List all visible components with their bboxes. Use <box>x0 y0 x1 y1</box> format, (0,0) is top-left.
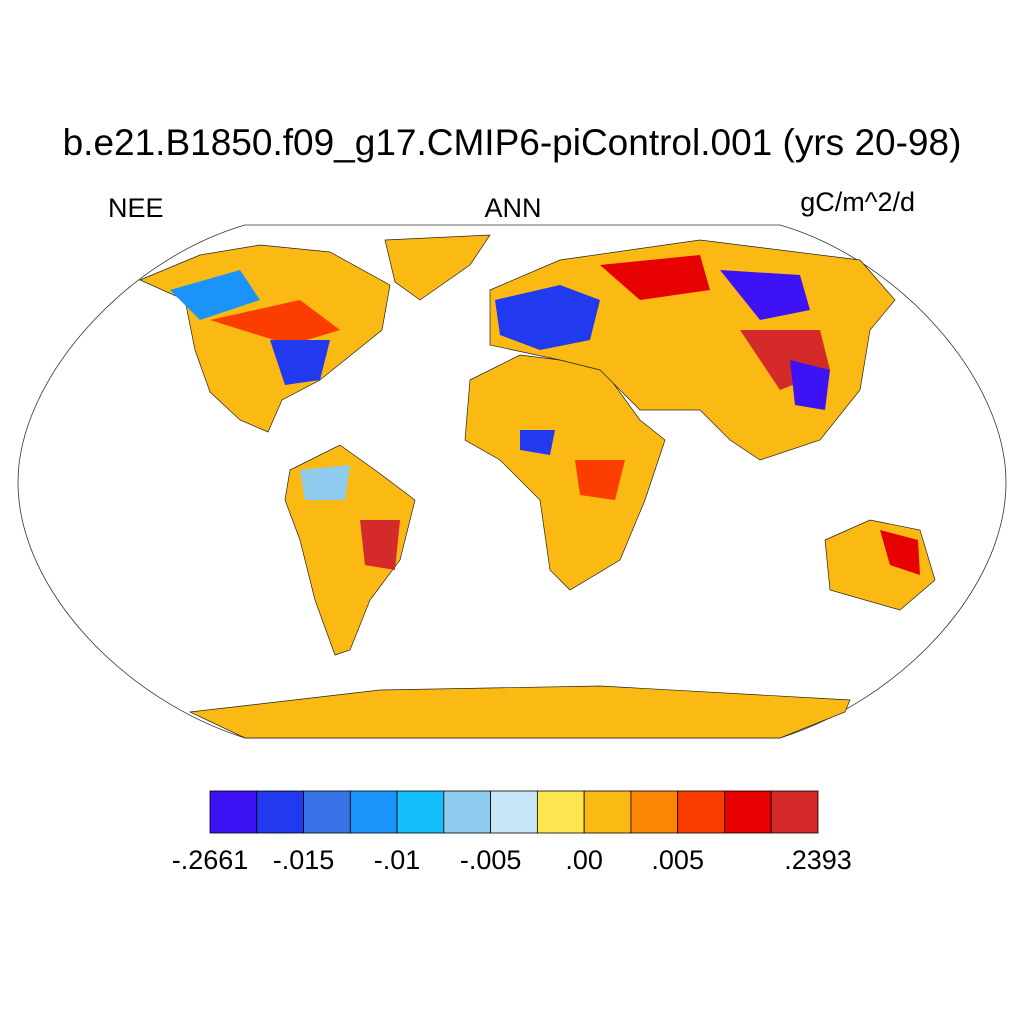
colorbar-box <box>349 790 398 834</box>
map <box>17 224 1007 739</box>
colorbar-box <box>490 790 538 834</box>
flux-patches <box>170 255 920 575</box>
colorbar-label: .2393 <box>784 845 852 875</box>
antarctica <box>188 685 851 739</box>
colorbar-box <box>209 790 258 834</box>
colorbar-box <box>583 790 632 834</box>
colorbar-label: -.01 <box>374 845 421 875</box>
colorbar-label: -.015 <box>273 845 335 875</box>
colorbar-box <box>443 790 492 834</box>
colorbar-box <box>256 790 304 834</box>
colorbar-box <box>303 790 351 834</box>
units-label: gC/m^2/d <box>800 187 915 217</box>
colorbar-box <box>396 790 445 834</box>
colorbar-box <box>630 790 679 834</box>
colorbar-label: .005 <box>651 845 704 875</box>
colorbar-box <box>677 790 725 834</box>
colorbar-box <box>770 790 819 834</box>
colorbar-box <box>536 790 585 834</box>
colorbar-label: -.2661 <box>172 845 249 875</box>
colorbar-label: .00 <box>565 845 603 875</box>
greenland <box>384 234 491 301</box>
variable-label: NEE <box>108 193 164 223</box>
colorbar-label: -.005 <box>460 845 522 875</box>
colorbar: -.2661 -.015 -.01 -.005 .00 .005 .2393 <box>172 790 852 875</box>
season-label: ANN <box>484 193 541 223</box>
colorbar-box <box>724 790 772 834</box>
title: b.e21.B1850.f09_g17.CMIP6-piControl.001 … <box>63 122 962 163</box>
